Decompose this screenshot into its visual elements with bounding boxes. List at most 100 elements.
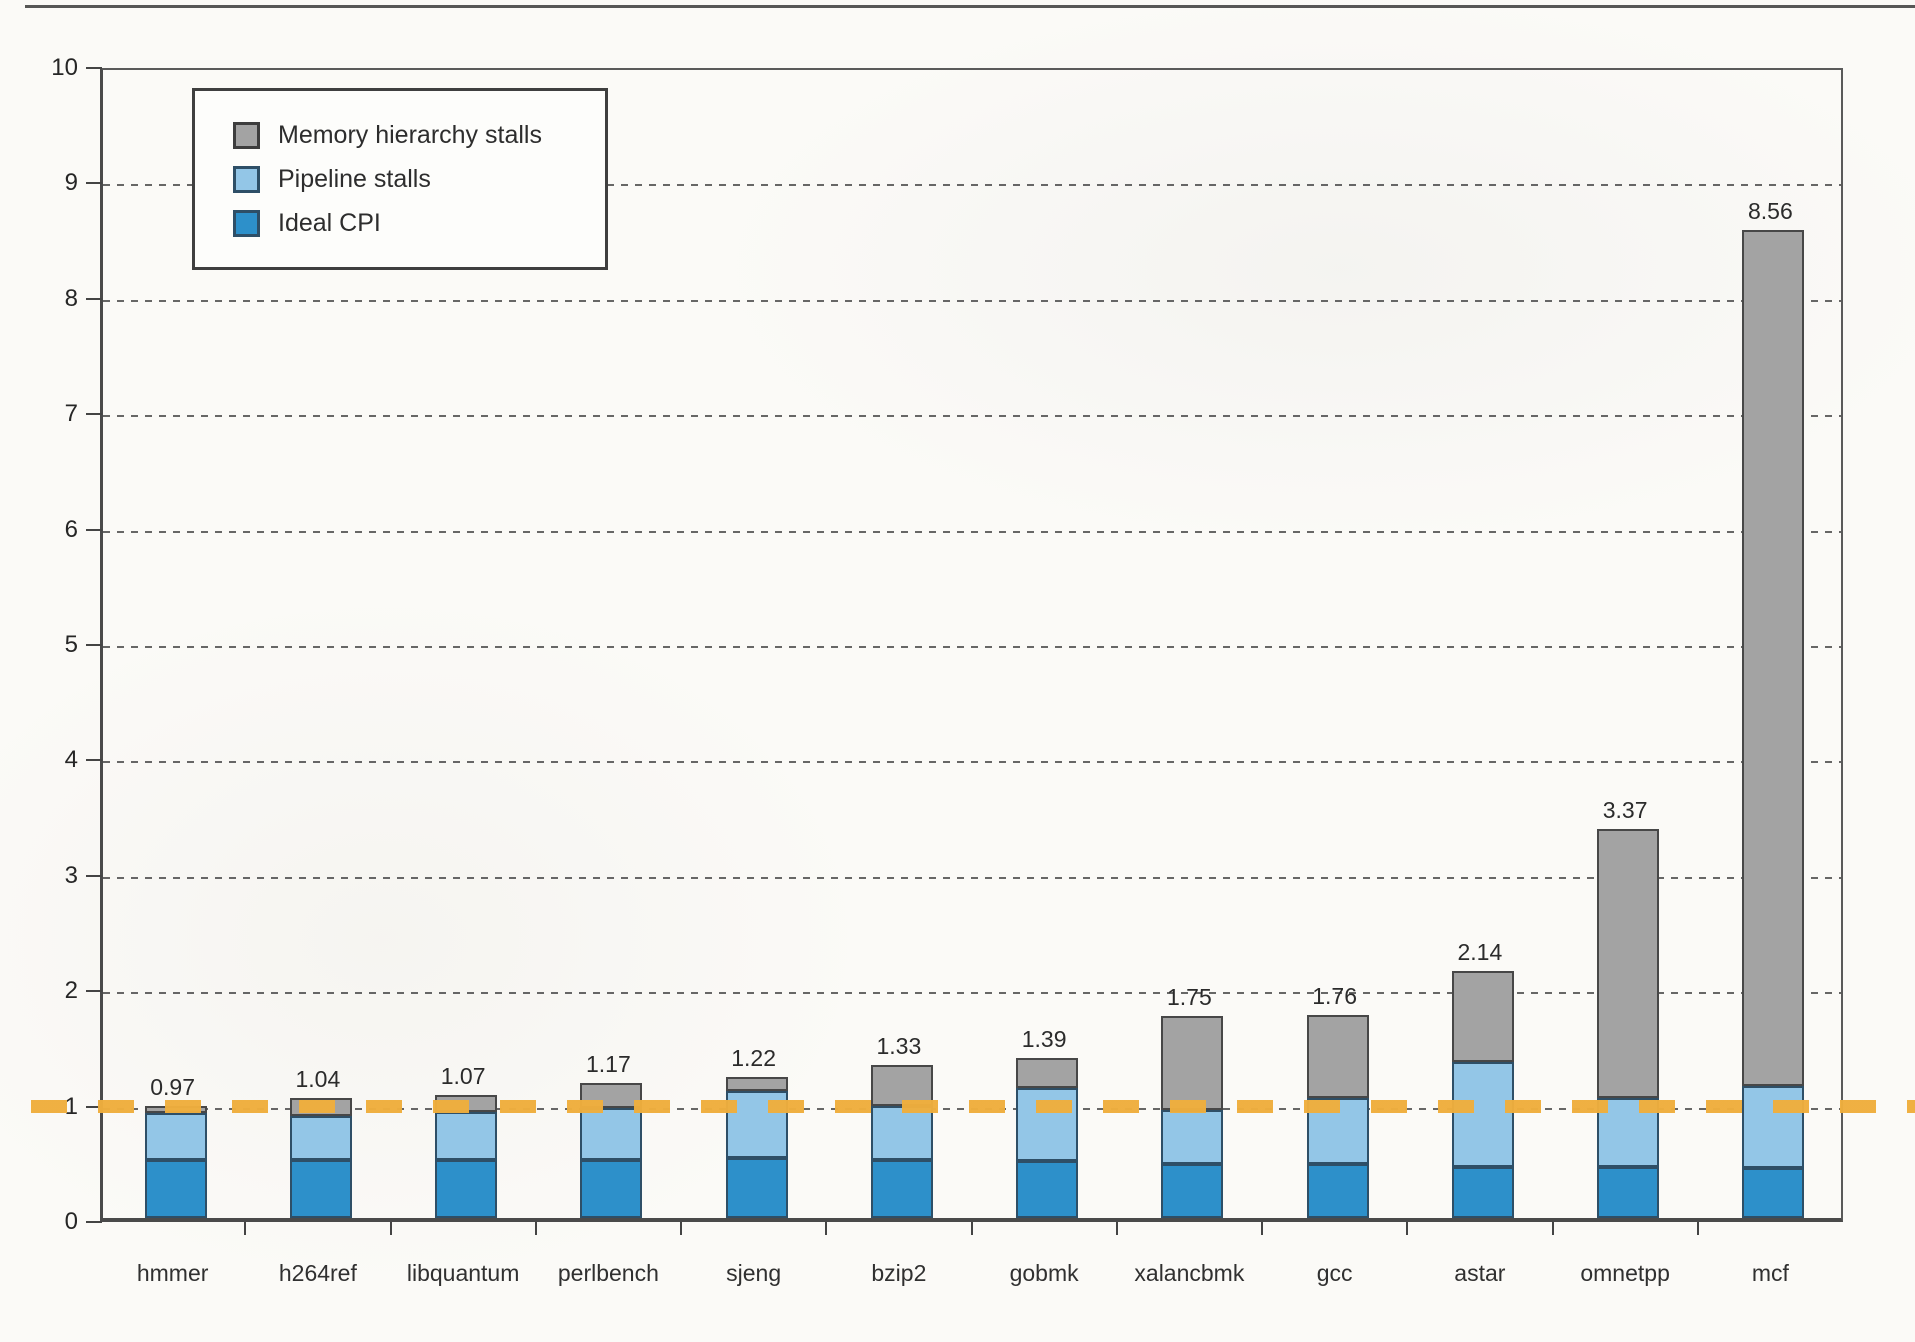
gridline-y4 <box>103 761 1841 764</box>
bar-value-h264ref: 1.04 <box>295 1065 341 1092</box>
bar-gobmk-segment-ideal-cpi <box>1016 1161 1079 1218</box>
bar-xalancbmk <box>1161 64 1224 1218</box>
y-tick-label-5: 5 <box>64 631 78 658</box>
y-tick-label-3: 3 <box>64 861 78 889</box>
bar-value-sjeng: 1.22 <box>731 1045 776 1072</box>
y-tick-label-6: 6 <box>64 515 78 543</box>
bar-sjeng-segment-memory-hierarchy-stalls <box>725 1077 788 1092</box>
bar-gobmk-segment-memory-hierarchy-stalls <box>1016 1057 1079 1088</box>
bar-bzip2-segment-ideal-cpi <box>870 1160 933 1218</box>
bar-xalancbmk-segment-memory-hierarchy-stalls <box>1161 1016 1224 1110</box>
x-tick-6 <box>970 1222 973 1235</box>
y-tick-7 <box>86 413 102 416</box>
legend-item-pipeline-stalls: Pipeline stalls <box>233 165 605 194</box>
bar-astar <box>1451 64 1514 1218</box>
y-tick-5 <box>86 644 102 646</box>
bar-gobmk-segment-pipeline-stalls <box>1016 1087 1079 1162</box>
bar-perlbench-segment-pipeline-stalls <box>580 1108 643 1161</box>
legend-box: Memory hierarchy stalls Pipeline stalls Id… <box>192 88 608 270</box>
y-tick-0 <box>86 1221 102 1223</box>
gridline-y2 <box>103 992 1841 995</box>
annotation-dashed-line <box>0 1100 1915 1113</box>
x-tick-8 <box>1261 1222 1263 1235</box>
bar-omnetpp <box>1597 64 1660 1218</box>
x-label-gcc: gcc <box>1316 1260 1353 1286</box>
gridline-y6 <box>103 530 1841 533</box>
bar-value-omnetpp: 3.37 <box>1602 797 1648 824</box>
bar-mcf <box>1742 64 1805 1218</box>
legend-label-ideal-cpi: Ideal CPI <box>278 208 381 237</box>
plot-area <box>100 68 1843 1222</box>
x-label-sjeng: sjeng <box>726 1260 782 1286</box>
bar-h264ref-segment-pipeline-stalls <box>289 1116 352 1161</box>
y-tick-label-8: 8 <box>64 284 78 312</box>
bar-omnetpp-segment-memory-hierarchy-stalls <box>1597 829 1660 1098</box>
bar-gcc-segment-ideal-cpi <box>1306 1163 1369 1218</box>
bar-value-gobmk: 1.39 <box>1021 1025 1067 1052</box>
legend-swatch-ideal-cpi <box>233 209 260 237</box>
gridline-y3 <box>103 876 1841 879</box>
x-label-h264ref: h264ref <box>278 1260 357 1286</box>
page-top-rule <box>25 5 1915 8</box>
bar-xalancbmk-segment-ideal-cpi <box>1161 1163 1224 1218</box>
bar-libquantum-segment-ideal-cpi <box>435 1160 498 1218</box>
bar-bzip2-segment-memory-hierarchy-stalls <box>870 1064 933 1107</box>
bar-value-libquantum: 1.07 <box>440 1062 486 1089</box>
y-tick-label-2: 2 <box>64 977 78 1005</box>
legend-label-memory-hierarchy-stalls: Memory hierarchy stalls <box>278 120 542 149</box>
x-tick-3 <box>534 1222 537 1235</box>
x-tick-7 <box>1115 1222 1118 1235</box>
y-tick-2 <box>86 990 102 993</box>
y-tick-9 <box>86 182 102 185</box>
bar-value-mcf: 8.56 <box>1747 198 1793 225</box>
bar-hmmer-segment-pipeline-stalls <box>144 1113 207 1161</box>
x-label-omnetpp: omnetpp <box>1580 1260 1670 1286</box>
bar-xalancbmk-segment-pipeline-stalls <box>1161 1109 1224 1164</box>
bar-value-gcc: 1.76 <box>1312 982 1357 1009</box>
legend-swatch-pipeline-stalls <box>233 165 260 193</box>
x-label-libquantum: libquantum <box>406 1260 520 1286</box>
bar-sjeng-segment-ideal-cpi <box>725 1158 788 1218</box>
bar-omnetpp-segment-ideal-cpi <box>1597 1167 1660 1218</box>
bar-value-bzip2: 1.33 <box>876 1032 922 1059</box>
y-tick-6 <box>86 528 102 531</box>
legend-item-memory-hierarchy-stalls: Memory hierarchy stalls <box>233 121 605 150</box>
gridline-y8 <box>103 299 1841 302</box>
bar-hmmer-segment-ideal-cpi <box>144 1160 207 1218</box>
gridline-y9 <box>103 184 1841 187</box>
bar-value-xalancbmk: 1.75 <box>1166 984 1212 1011</box>
y-tick-label-10: 10 <box>51 54 78 81</box>
bar-astar-segment-pipeline-stalls <box>1451 1062 1514 1168</box>
y-tick-8 <box>86 297 102 300</box>
x-tick-4 <box>680 1222 682 1235</box>
bar-bzip2-segment-pipeline-stalls <box>870 1106 933 1161</box>
x-tick-5 <box>825 1222 828 1235</box>
legend-swatch-memory-hierarchy-stalls <box>233 121 260 149</box>
bar-gcc <box>1306 64 1369 1218</box>
y-tick-4 <box>86 759 102 762</box>
bar-gobmk <box>1016 64 1079 1218</box>
bar-astar-segment-memory-hierarchy-stalls <box>1451 971 1514 1063</box>
x-label-bzip2: bzip2 <box>871 1260 927 1286</box>
bar-libquantum-segment-pipeline-stalls <box>435 1111 498 1161</box>
gridline-y5 <box>103 646 1841 648</box>
x-tick-1 <box>244 1222 247 1235</box>
x-tick-11 <box>1696 1222 1699 1235</box>
bar-mcf-segment-memory-hierarchy-stalls <box>1742 230 1805 1087</box>
bar-mcf-segment-pipeline-stalls <box>1742 1086 1805 1169</box>
x-label-gobmk: gobmk <box>1009 1260 1079 1286</box>
bar-value-perlbench: 1.17 <box>585 1050 631 1077</box>
x-label-perlbench: perlbench <box>557 1260 659 1286</box>
bar-mcf-segment-ideal-cpi <box>1742 1168 1805 1218</box>
bar-gcc-segment-memory-hierarchy-stalls <box>1306 1014 1369 1098</box>
bar-astar-segment-ideal-cpi <box>1451 1167 1514 1218</box>
x-label-xalancbmk: xalancbmk <box>1134 1260 1245 1286</box>
y-tick-label-9: 9 <box>64 169 78 197</box>
bar-perlbench-segment-ideal-cpi <box>580 1160 643 1218</box>
x-label-mcf: mcf <box>1751 1260 1789 1286</box>
y-tick-3 <box>86 874 102 877</box>
legend-label-pipeline-stalls: Pipeline stalls <box>278 164 431 193</box>
y-tick-label-0: 0 <box>64 1208 78 1235</box>
x-tick-2 <box>389 1222 392 1235</box>
bar-value-astar: 2.14 <box>1457 939 1503 966</box>
